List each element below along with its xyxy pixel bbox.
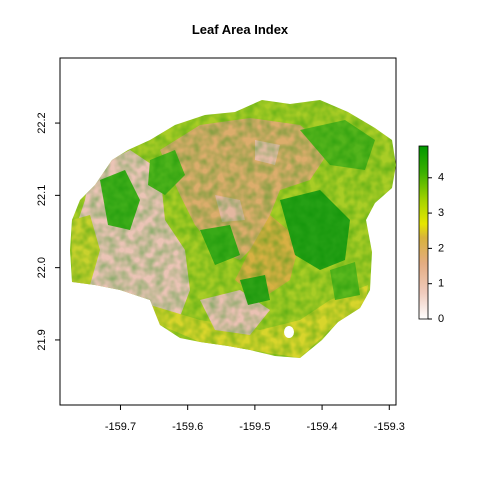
legend-tick-label: 0 (438, 313, 444, 325)
y-tick-label: 22.0 (36, 257, 48, 278)
x-tick-label: -159.6 (172, 421, 203, 433)
legend-tick-label: 1 (438, 278, 444, 290)
x-tick-label: -159.3 (374, 421, 405, 433)
legend-colorbar (418, 145, 429, 320)
y-tick-label: 22.1 (36, 185, 48, 206)
x-axis: -159.7 -159.6 -159.5 -159.4 -159.3 (105, 405, 405, 433)
map-title: Leaf Area Index (191, 22, 289, 37)
plot-frame (59, 57, 397, 406)
island-raster (70, 100, 396, 358)
x-tick-label: -159.7 (105, 421, 136, 433)
y-axis: 21.9 22.0 22.1 22.2 (36, 112, 60, 351)
legend-tick-label: 3 (438, 207, 444, 219)
y-tick-label: 21.9 (36, 329, 48, 350)
y-tick-label: 22.2 (36, 112, 48, 133)
legend-tick-label: 2 (438, 242, 444, 254)
legend: 0 1 2 3 4 (418, 145, 444, 325)
legend-tick-label: 4 (438, 172, 444, 184)
x-tick-label: -159.5 (239, 421, 270, 433)
x-tick-label: -159.4 (306, 421, 337, 433)
